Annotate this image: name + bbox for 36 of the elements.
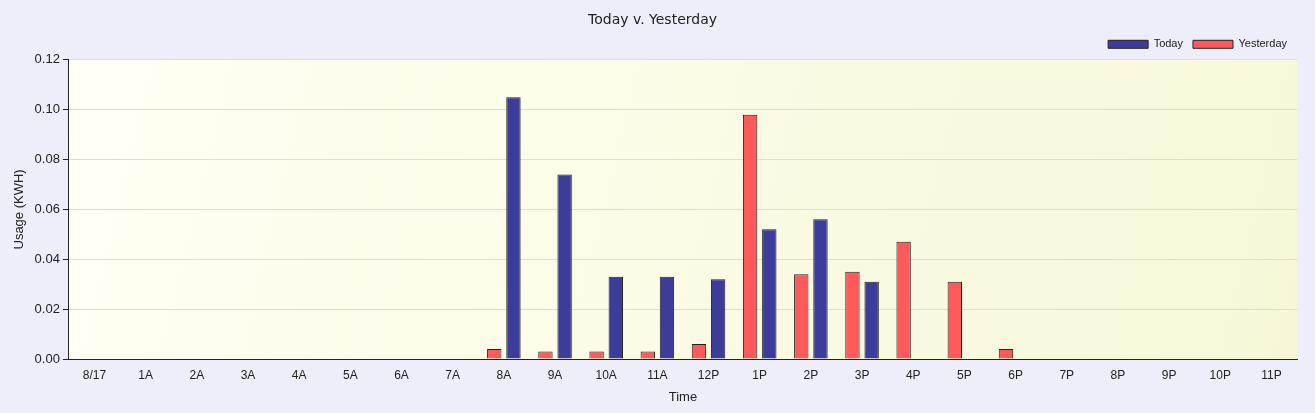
- x-tick-label: 6A: [394, 367, 409, 382]
- x-tick-label: 1A: [138, 367, 153, 382]
- y-axis-title: Usage (KWH): [11, 169, 27, 250]
- y-tick-label: 0.10: [34, 101, 60, 117]
- y-tick-label: 0.00: [34, 350, 60, 366]
- x-tick-label: 8/17: [82, 367, 107, 382]
- x-tick-label: 8P: [1110, 367, 1126, 382]
- x-tick-label: 11A: [647, 367, 668, 382]
- x-tick-label: 9A: [547, 367, 563, 382]
- x-tick-label: 7A: [445, 367, 461, 382]
- x-tick-label: 6P: [1008, 367, 1023, 382]
- x-tick-label: 4A: [291, 367, 307, 382]
- x-tick-label: 7P: [1059, 367, 1075, 382]
- x-tick-label: 1P: [752, 367, 768, 382]
- x-tick-label: 8A: [496, 367, 512, 382]
- x-tick-label: 3P: [854, 367, 870, 382]
- x-tick-label: 11P: [1261, 367, 1282, 382]
- x-tick-label: 10P: [1209, 367, 1231, 382]
- legend-label: Yesterday: [1238, 37, 1288, 50]
- y-tick-label: 0.02: [34, 300, 60, 316]
- y-tick-label: 0.06: [34, 200, 60, 216]
- x-tick-label: 2P: [803, 367, 819, 382]
- y-tick-label: 0.12: [34, 51, 60, 67]
- y-tick-label: 0.08: [34, 151, 60, 167]
- legend-label: Today: [1153, 37, 1184, 50]
- x-tick-label: 2A: [189, 367, 205, 382]
- x-tick-label: 3A: [240, 367, 256, 382]
- y-tick-label: 0.04: [34, 250, 60, 266]
- x-tick-label: 4P: [905, 367, 921, 382]
- x-tick-label: 12P: [697, 367, 720, 382]
- x-tick-label: 9P: [1161, 367, 1177, 382]
- x-tick-label: 10A: [595, 367, 617, 382]
- x-tick-label: 5A: [343, 367, 358, 382]
- x-tick-label: 5P: [957, 367, 972, 382]
- x-axis-title: Time: [668, 388, 698, 404]
- chart-title: Today v. Yesterday: [586, 11, 718, 28]
